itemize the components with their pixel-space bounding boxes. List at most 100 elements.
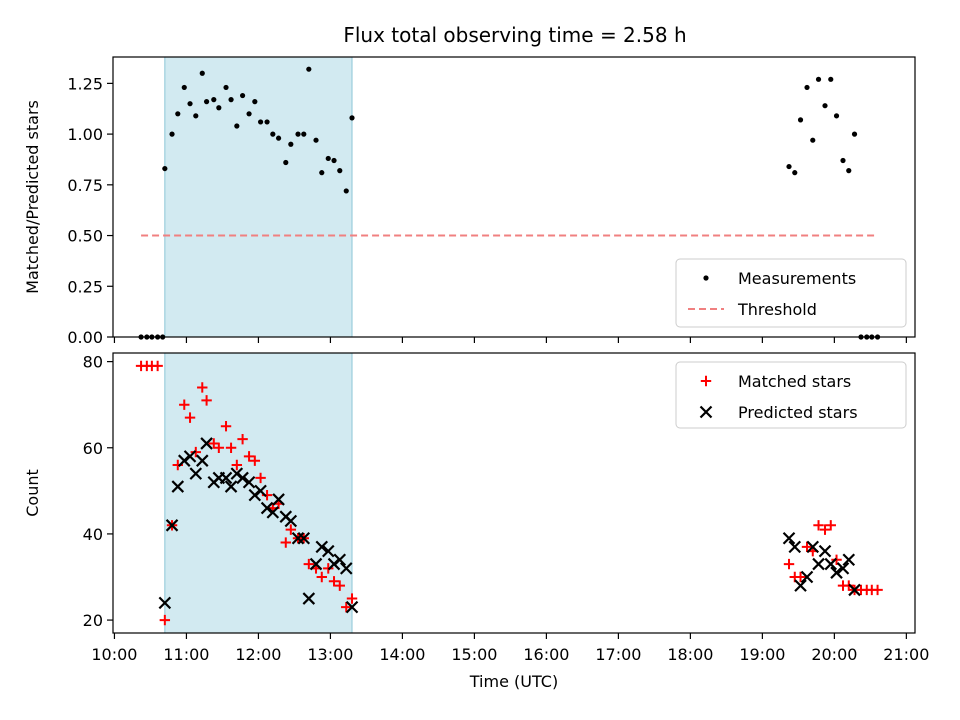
legend-label: Predicted stars	[738, 403, 858, 422]
x-tick-label: 12:00	[235, 645, 281, 664]
data-point	[284, 514, 298, 528]
legend-entry: Measurements	[703, 269, 856, 288]
data-point	[343, 188, 349, 194]
data-point	[851, 131, 858, 137]
legend-box	[675, 258, 907, 328]
data-point	[319, 170, 325, 176]
data-point	[325, 155, 331, 162]
data-point	[257, 119, 264, 125]
bottom-panel: 20 40 60 80 10:00 11:00 12:00 13:00 14:00 15:00 16…	[23, 352, 929, 691]
data-point	[165, 519, 179, 532]
data-point	[211, 97, 217, 103]
y-tick-label: 60	[83, 439, 103, 458]
data-point	[216, 105, 222, 111]
data-point	[288, 141, 294, 147]
y-tick-label: 80	[83, 353, 103, 372]
data-point	[836, 562, 850, 575]
data-point	[193, 113, 199, 119]
data-point	[243, 451, 255, 462]
legend-entry: Threshold	[688, 300, 817, 319]
data-point	[804, 84, 810, 91]
data-point	[246, 111, 252, 117]
data-point	[213, 442, 225, 453]
data-point	[801, 541, 813, 553]
y-tick-label: 1.25	[67, 74, 103, 93]
data-point	[199, 70, 205, 76]
x-tick-label: 15:00	[451, 645, 497, 664]
data-point	[846, 168, 852, 174]
axes-frame	[112, 56, 916, 338]
data-point	[255, 472, 266, 484]
y-axis-label: Matched/Predicted stars	[23, 100, 42, 294]
data-point	[219, 471, 233, 485]
y-tick-label: 1.00	[67, 125, 103, 144]
data-point	[840, 157, 846, 164]
data-point	[224, 480, 238, 493]
data-point	[291, 531, 305, 545]
data-point	[285, 524, 297, 535]
data-point	[333, 553, 347, 567]
data-point	[301, 131, 307, 137]
data-point	[239, 92, 246, 99]
data-point	[812, 557, 825, 571]
legend-label: Measurements	[738, 269, 856, 288]
data-point	[223, 84, 229, 91]
data-point	[195, 454, 209, 467]
x-tick-label: 17:00	[595, 645, 641, 664]
data-point	[303, 558, 315, 570]
data-point	[183, 450, 197, 463]
data-point	[872, 584, 883, 596]
legend-label: Threshold	[737, 300, 817, 319]
y-tick-label: 0.00	[67, 328, 103, 347]
data-point	[179, 399, 190, 410]
legend-box	[675, 361, 907, 429]
data-point	[270, 131, 276, 137]
data-point	[184, 412, 196, 423]
y-tick-label: 0.75	[67, 176, 103, 195]
data-point	[848, 583, 861, 597]
x-tick-label: 20:00	[811, 645, 857, 664]
data-point	[280, 537, 291, 548]
x-axis-label: Time (UTC)	[469, 672, 558, 691]
data-point	[234, 123, 240, 129]
data-point	[315, 540, 329, 554]
chart-title: Flux total observing time = 2.58 h	[343, 23, 686, 47]
data-point	[828, 76, 834, 82]
data-point	[201, 395, 212, 406]
data-point	[792, 170, 798, 176]
x-tick-label: 16:00	[523, 645, 569, 664]
data-point	[349, 115, 355, 121]
data-point	[783, 558, 795, 570]
data-point	[228, 97, 234, 103]
data-point	[341, 601, 352, 613]
data-point	[200, 437, 213, 450]
x-tick-label: 13:00	[307, 645, 353, 664]
y-tick-label: 20	[83, 611, 103, 630]
data-point	[345, 600, 359, 614]
data-point	[231, 459, 243, 471]
x-tick-label: 10:00	[91, 645, 137, 664]
data-point	[175, 111, 181, 117]
x-tick-label: 14:00	[379, 645, 425, 664]
data-point	[337, 168, 343, 174]
data-point	[786, 163, 792, 170]
data-point	[334, 580, 345, 591]
legend-entry: Predicted stars	[699, 403, 858, 422]
data-layer	[135, 360, 883, 626]
legend-label: Matched stars	[738, 372, 851, 391]
data-point	[818, 544, 832, 558]
data-point	[313, 137, 319, 143]
data-point	[328, 576, 340, 587]
legend-entry: Matched stars	[700, 372, 851, 391]
series-predicted-stars	[158, 437, 861, 614]
data-point	[842, 553, 856, 567]
y-tick-label: 40	[83, 525, 103, 544]
data-point	[283, 159, 289, 166]
top-panel: 0.00 0.25 0.50 0.75 1.00 1.25 Matched/Predicte…	[23, 56, 916, 347]
data-point	[237, 433, 248, 445]
data-point	[254, 484, 267, 498]
data-point	[309, 557, 323, 571]
data-point	[152, 360, 163, 372]
data-point	[181, 84, 187, 91]
